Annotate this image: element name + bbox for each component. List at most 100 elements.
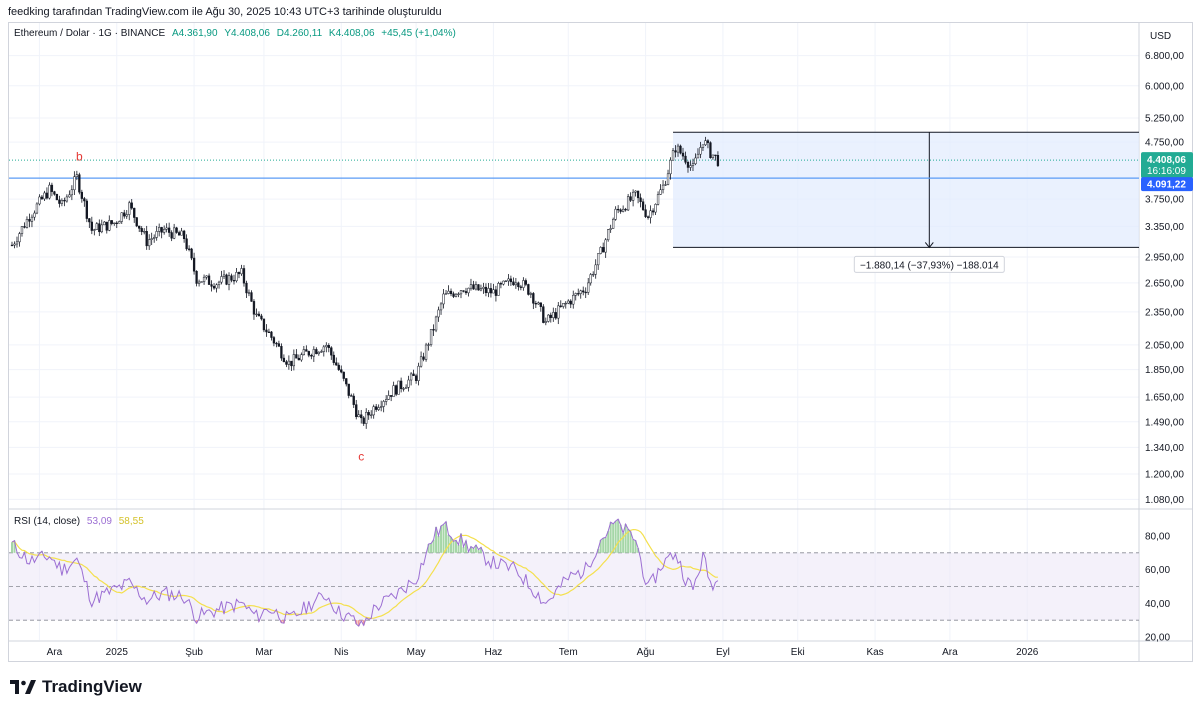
candle-body (48, 184, 51, 199)
candle-down (484, 283, 488, 297)
candle-body (684, 155, 687, 163)
candle-up (427, 342, 430, 351)
candle-up (454, 293, 458, 298)
candle-up (377, 404, 380, 412)
candle-up (579, 289, 582, 299)
candle-up (424, 342, 428, 362)
candle-body (185, 238, 188, 250)
candle-body (227, 275, 231, 285)
price-tick-label: 3.750,00 (1145, 195, 1184, 206)
candle-body (399, 380, 403, 389)
candle-up (25, 216, 29, 229)
candle-down (167, 222, 171, 237)
candle-down (602, 242, 605, 253)
candle-up (631, 189, 635, 207)
candle-body (170, 232, 173, 239)
candle-down (53, 190, 56, 196)
candle-body (277, 343, 281, 347)
candle-down (135, 217, 138, 228)
time-tick-label: Nis (334, 647, 348, 658)
candle-body (153, 237, 156, 239)
time-tick-label: Ağu (637, 647, 655, 658)
candle-up (220, 270, 223, 285)
candle-up (444, 289, 448, 295)
ohlc-low: D4.260,11 (276, 28, 323, 39)
chart-frame[interactable] (8, 22, 1193, 662)
candle-down (145, 225, 148, 250)
candle-up (589, 272, 592, 286)
candle-body (711, 154, 715, 158)
symbol-name: Ethereum / Dolar · 1G · BINANCE (14, 28, 166, 39)
candle-up (217, 280, 221, 289)
time-tick-label: Ara (942, 647, 958, 658)
candle-body (45, 192, 49, 199)
candle-up (557, 302, 560, 325)
candle-down (350, 393, 353, 397)
attribution-text: feedking tarafından TradingView.com ile … (8, 6, 442, 18)
candle-up (397, 380, 400, 395)
candle-body (105, 221, 108, 231)
candle-body (385, 399, 388, 402)
candle-body (409, 373, 413, 381)
candle-up (522, 277, 525, 291)
brand-name: TradingView (42, 677, 142, 696)
candle-body (427, 344, 430, 346)
candle-up (20, 225, 24, 237)
candle-down (237, 271, 241, 279)
candle-up (567, 299, 570, 305)
candle-body (609, 228, 612, 230)
candle-body (614, 208, 617, 220)
candle-body (472, 284, 475, 290)
candle-body (499, 283, 503, 285)
candle-body (247, 292, 251, 294)
candle-body (55, 194, 59, 201)
candle-body (372, 406, 375, 416)
candle-body (649, 210, 652, 218)
candle-body (90, 221, 93, 231)
candle-down (517, 281, 520, 291)
candle-body (13, 243, 16, 246)
candle-body (547, 314, 550, 322)
candle-up (93, 228, 96, 236)
candle-body (437, 309, 440, 318)
candle-body (439, 303, 443, 311)
candle-body (447, 290, 450, 294)
candle-down (414, 373, 418, 384)
candle-down (345, 378, 348, 387)
price-tick-label: 5.250,00 (1145, 114, 1184, 125)
candle-body (245, 282, 248, 294)
candle-down (559, 300, 562, 308)
candle-body (417, 365, 420, 381)
candle-up (592, 271, 595, 278)
candle-body (579, 290, 582, 294)
candle-body (497, 283, 500, 296)
candle-body (467, 287, 470, 294)
candle-body (205, 275, 208, 278)
candle-up (380, 400, 383, 412)
candle-up (322, 345, 325, 357)
candle-up (437, 306, 440, 322)
candle-body (340, 369, 343, 373)
candle-up (15, 236, 19, 248)
price-tick-label: 1.200,00 (1145, 470, 1184, 481)
candle-up (33, 210, 36, 221)
candle-down (58, 195, 61, 208)
price-tick-label: 2.050,00 (1145, 340, 1184, 351)
candle-up (447, 285, 450, 295)
candle-down (242, 265, 246, 287)
candle-body (522, 280, 525, 288)
tradingview-logo[interactable]: TradingView (10, 677, 142, 697)
candle-body (287, 360, 291, 365)
candle-body (43, 192, 46, 200)
candle-down (549, 312, 552, 323)
candle-body (512, 281, 515, 286)
candle-down (170, 230, 173, 242)
candle-body (207, 275, 211, 285)
candle-body (143, 231, 146, 233)
candle-up (18, 231, 21, 247)
candle-body (332, 354, 335, 363)
candle-body (514, 282, 518, 286)
level-price-tag: 4.091,22 (1141, 177, 1193, 192)
